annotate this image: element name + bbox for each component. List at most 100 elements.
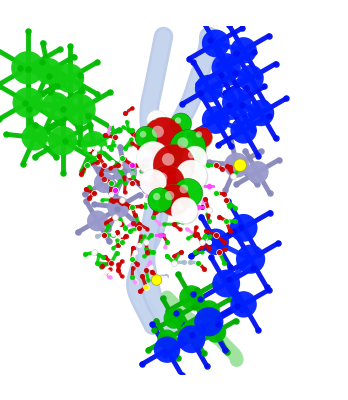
Point [47,89,53,96]
Circle shape [183,146,207,170]
Point [205,211,210,218]
Point [206,183,212,189]
Point [219,165,224,172]
Point [227,296,233,302]
Point [142,186,148,193]
Circle shape [152,126,164,138]
Point [273,60,278,67]
Point [119,170,125,176]
Point [82,251,88,258]
Point [183,335,188,342]
Point [91,190,97,196]
Point [103,260,108,267]
Circle shape [160,186,191,217]
Circle shape [234,159,246,172]
Point [109,197,114,203]
Point [119,221,124,227]
Point [266,287,271,293]
Point [199,204,205,210]
Point [134,220,139,226]
Point [75,229,80,236]
Point [192,232,198,238]
Point [137,192,142,198]
Point [95,91,100,98]
Circle shape [157,330,177,349]
Point [132,248,138,255]
Point [102,254,108,260]
Point [130,131,135,138]
Circle shape [145,175,153,183]
Point [130,220,136,226]
Point [0,82,1,89]
Point [134,260,140,267]
Circle shape [13,87,43,118]
Point [232,204,238,211]
Point [25,101,31,108]
Point [165,308,171,314]
Point [178,249,184,256]
Point [136,242,142,248]
Point [149,268,155,275]
Point [233,124,239,131]
Point [187,56,192,62]
Point [208,254,214,260]
Point [264,284,269,290]
Circle shape [177,137,188,148]
Point [162,275,167,282]
Point [218,329,224,336]
Point [178,335,184,341]
Point [180,101,185,107]
Point [129,170,135,177]
Point [262,100,268,106]
Point [102,273,107,280]
Point [267,190,272,196]
Point [119,197,125,203]
Point [130,220,135,226]
Point [25,133,31,140]
Point [220,272,226,278]
Point [54,116,60,123]
Point [203,196,208,202]
Circle shape [140,131,147,138]
Point [128,175,133,181]
Point [77,141,83,147]
Point [251,48,257,55]
Point [197,296,203,302]
Circle shape [198,300,220,322]
Circle shape [191,127,212,148]
Point [163,273,168,280]
Point [96,153,101,160]
Point [216,62,221,68]
Point [39,91,45,98]
Point [171,260,177,266]
Point [102,177,108,183]
Point [173,310,179,316]
Point [198,90,203,97]
Point [126,172,132,178]
Point [67,107,72,114]
Point [199,244,205,250]
Point [57,83,62,89]
Point [276,157,282,163]
Point [132,132,138,138]
Point [87,195,92,201]
Point [109,120,114,127]
Point [149,264,154,270]
Point [116,266,121,273]
Point [84,162,90,168]
Point [175,354,181,361]
Point [113,160,118,167]
Point [54,154,59,160]
Point [32,154,38,160]
Point [113,199,119,206]
Point [123,102,128,109]
Point [144,226,150,232]
Point [130,105,135,111]
Point [97,166,102,173]
Circle shape [148,188,172,212]
Point [233,318,238,324]
Point [108,188,114,194]
Point [181,259,186,265]
Circle shape [202,30,230,57]
Point [206,207,212,214]
